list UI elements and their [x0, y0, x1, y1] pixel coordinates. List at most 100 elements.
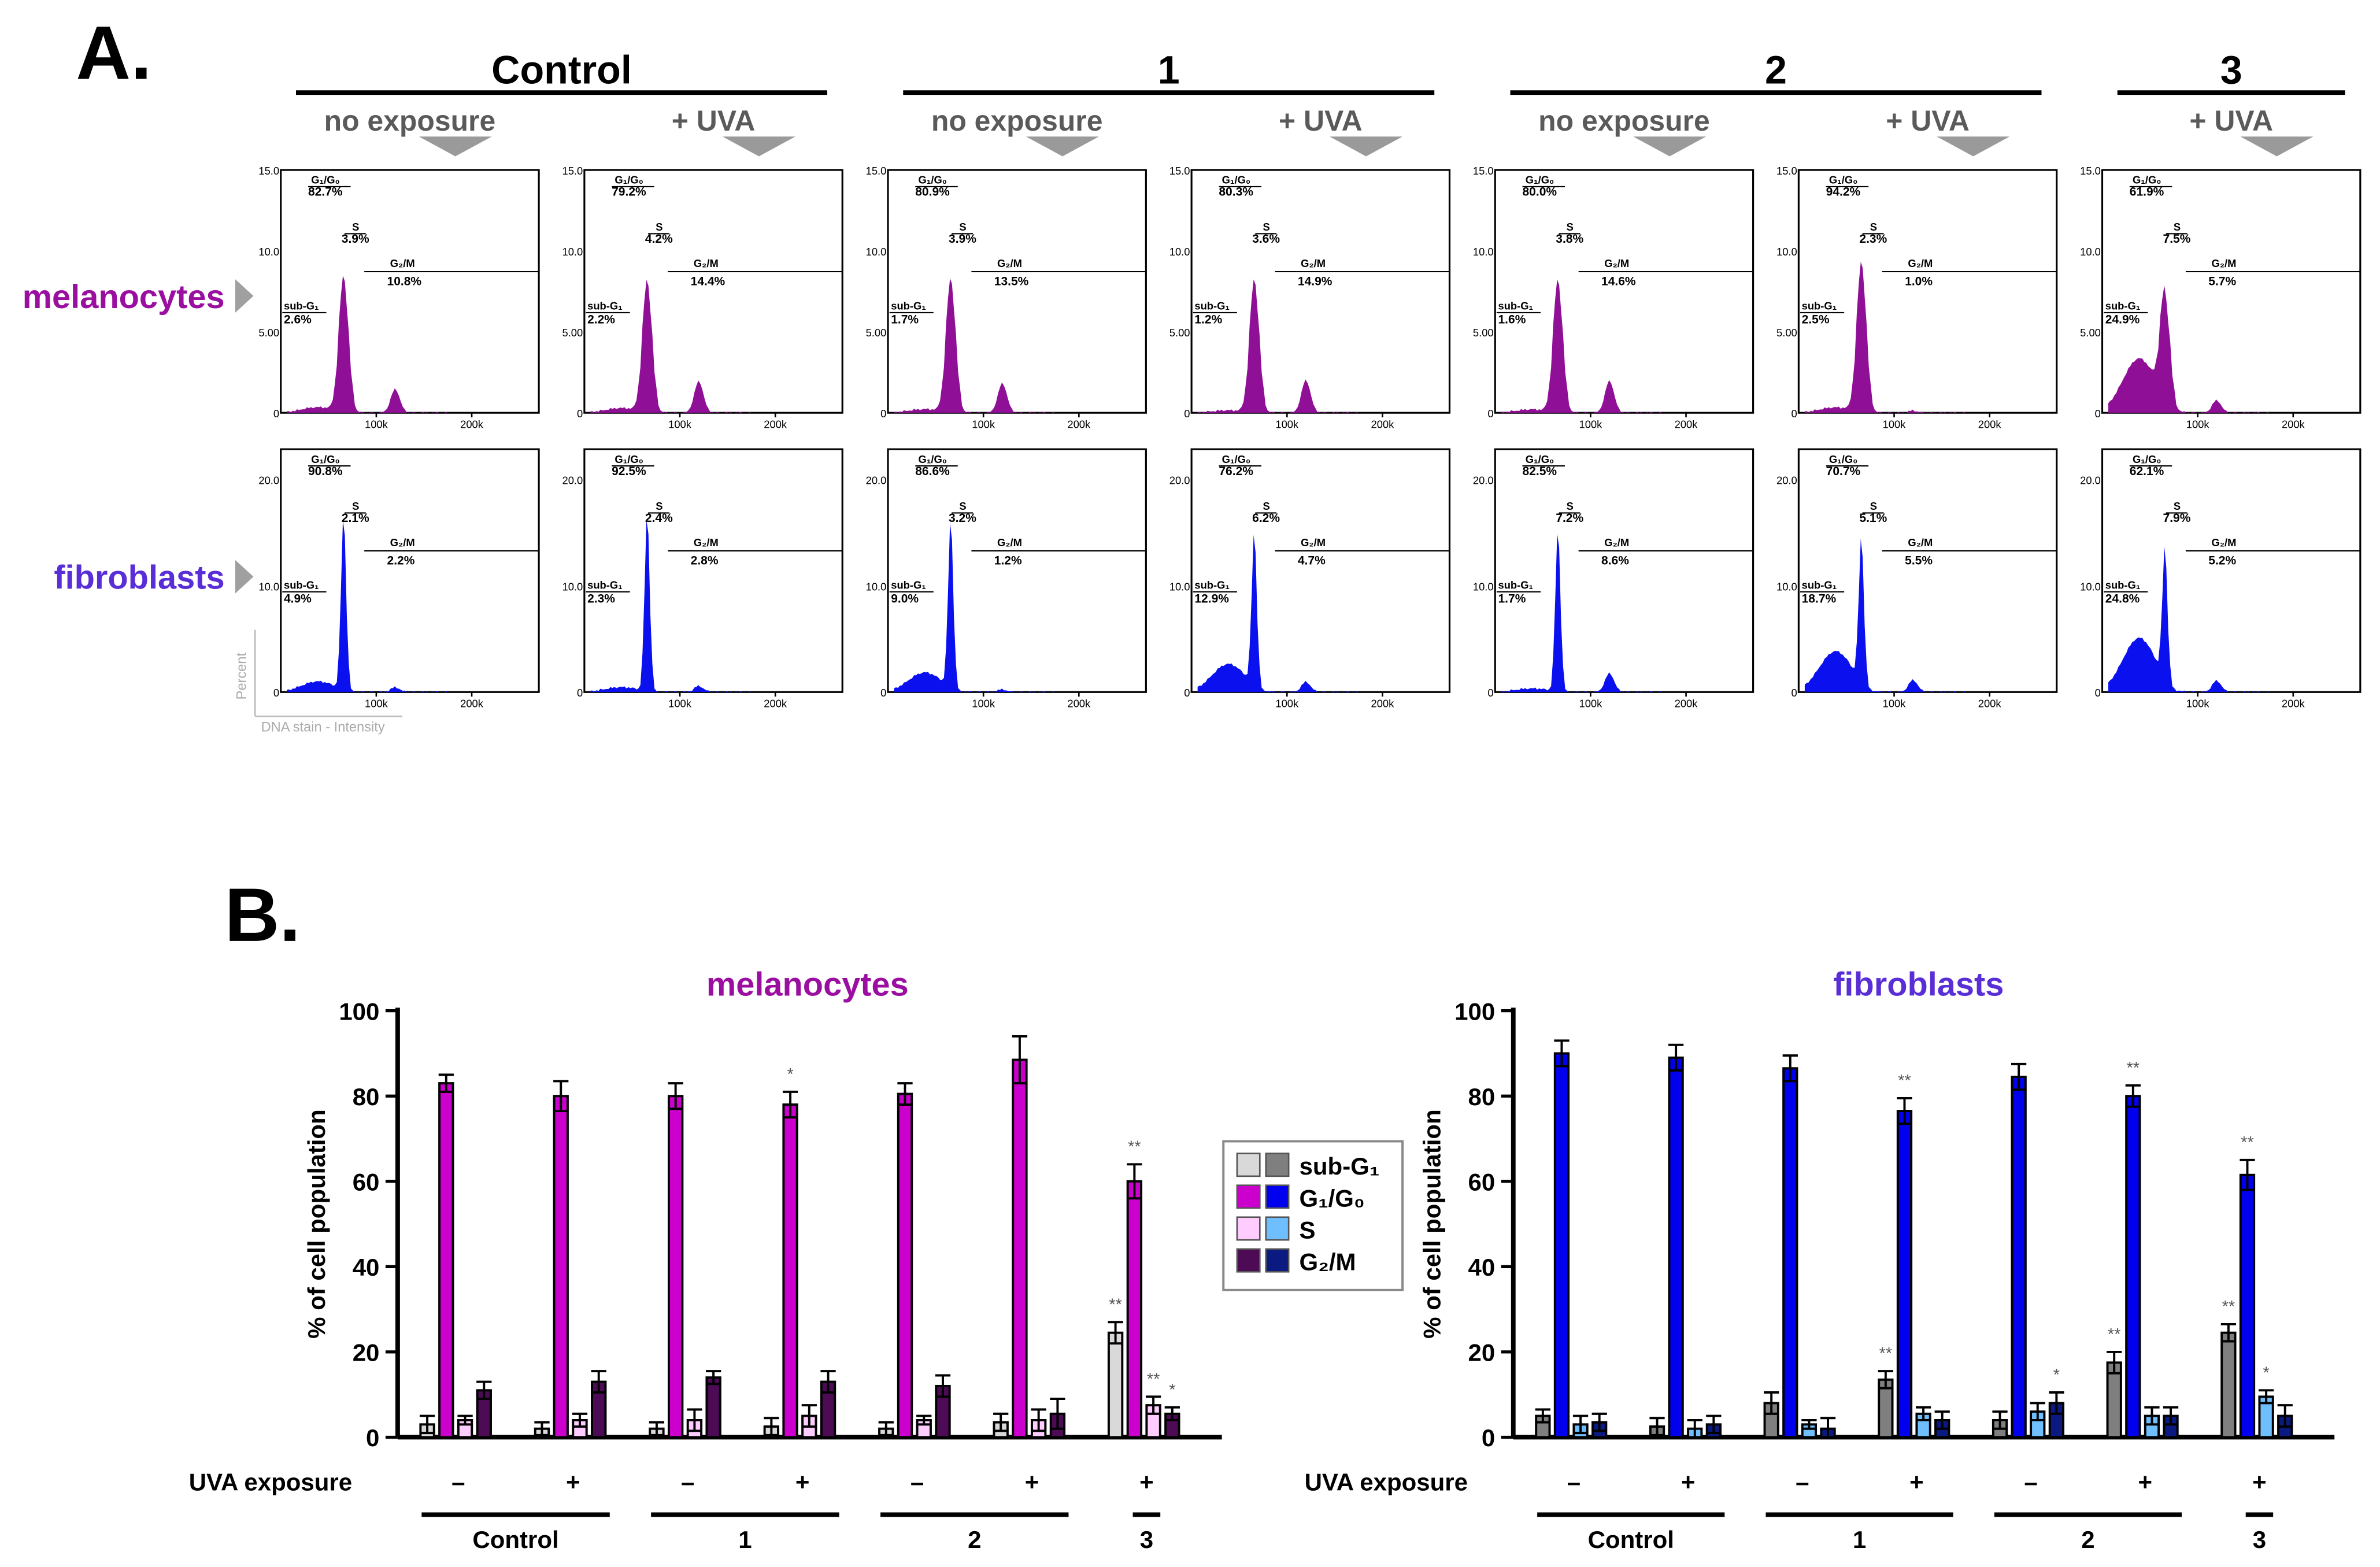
gate-value: 1.7% — [1498, 592, 1526, 605]
bar — [1668, 1056, 1684, 1439]
x-tick-label: 100k — [668, 418, 692, 430]
y-axis-label: % of cell population — [303, 1109, 330, 1339]
bar — [1553, 1052, 1570, 1439]
y-axis-label: % of cell population — [1419, 1109, 1446, 1339]
gate-value: 24.9% — [2105, 313, 2140, 326]
y-tick-label: 5.00 — [2080, 327, 2101, 339]
gate-value: 2.6% — [284, 313, 312, 326]
arrow-down-icon — [419, 136, 492, 157]
gate-value: 3.6% — [1252, 232, 1280, 246]
x-tick-label: 200k — [764, 418, 787, 430]
gate-name: G₂/M — [1908, 257, 1933, 269]
y-tick-label: 20 — [1468, 1339, 1496, 1366]
x-tick-label: 200k — [1371, 418, 1395, 430]
x-tick-label: 200k — [1371, 698, 1395, 710]
gate-value: 82.7% — [308, 186, 343, 199]
y-tick-label: 10.0 — [1473, 580, 1494, 592]
arrow-down-icon — [1026, 136, 1099, 157]
gate-name: S — [1263, 500, 1270, 512]
y-tick-label: 100 — [339, 998, 379, 1025]
uva-sign: + — [566, 1468, 580, 1495]
legend-swatch — [1265, 1184, 1290, 1209]
significance-label: ** — [1898, 1072, 1911, 1090]
legend: sub-G₁ G₁/G₀ S G₂/M — [1222, 1140, 1404, 1291]
gate-name: G₂/M — [1301, 536, 1326, 549]
gate-value: 2.3% — [587, 592, 615, 605]
y-tick-label: 40 — [1468, 1254, 1496, 1281]
significance-label: * — [1169, 1381, 1175, 1399]
y-tick-label: 0 — [1482, 1424, 1495, 1451]
histogram-frame — [583, 448, 843, 693]
y-tick-label: 20.0 — [1776, 475, 1797, 487]
gate-name: S — [1263, 221, 1270, 233]
x-tick-label: 100k — [365, 698, 388, 710]
y-tick-label: 15.0 — [866, 165, 887, 177]
bar — [2011, 1076, 2027, 1439]
gate-name: sub-G₁ — [891, 579, 926, 591]
y-tick-label: 10.0 — [2080, 580, 2101, 592]
arrow-down-icon — [2240, 136, 2314, 157]
significance-label: ** — [2108, 1325, 2120, 1344]
gate-name: sub-G₁ — [1802, 579, 1837, 591]
y-axis-hint: Percent — [234, 653, 249, 700]
uva-sign: – — [681, 1468, 694, 1495]
panel-b-label: B. — [225, 872, 301, 957]
legend-label: G₁/G₀ — [1300, 1184, 1365, 1212]
gate-name: sub-G₁ — [2105, 300, 2141, 312]
group-title: Control — [491, 48, 632, 92]
y-tick-label: 5.00 — [1776, 327, 1797, 339]
x-tick-label: 100k — [1579, 418, 1602, 430]
gate-value: 7.5% — [2163, 232, 2191, 246]
uva-sign: – — [2024, 1468, 2037, 1495]
histogram-frame — [887, 169, 1147, 414]
gate-value: 80.9% — [915, 186, 950, 199]
y-tick-label: 15.0 — [1169, 165, 1190, 177]
y-tick-label: 100 — [1454, 998, 1495, 1025]
y-tick-label: 20.0 — [562, 475, 583, 487]
legend-label: S — [1300, 1217, 1316, 1244]
y-tick-label: 5.00 — [258, 327, 279, 339]
gate-value: 94.2% — [1826, 186, 1861, 199]
x-tick-label: 200k — [1675, 418, 1698, 430]
gate-value: 4.2% — [645, 232, 673, 246]
arrow-down-icon — [1633, 136, 1707, 157]
gate-name: G₂/M — [390, 257, 415, 269]
significance-label: ** — [2222, 1298, 2235, 1316]
significance-label: ** — [2127, 1059, 2140, 1077]
gate-value: 12.9% — [1194, 592, 1229, 605]
gate-name: G₂/M — [694, 257, 719, 269]
gate-value: 2.5% — [1802, 313, 1830, 326]
gate-name: G₂/M — [1604, 536, 1629, 549]
gate-name: G₁/G₀ — [615, 453, 643, 465]
gate-value: 14.4% — [691, 275, 726, 288]
gate-name: sub-G₁ — [587, 579, 623, 591]
y-tick-label: 0 — [1184, 408, 1190, 420]
condition-label: no exposure — [931, 105, 1103, 137]
gate-value: 82.5% — [1523, 465, 1557, 478]
y-tick-label: 15.0 — [1473, 165, 1494, 177]
y-tick-label: 5.00 — [562, 327, 583, 339]
gate-value: 70.7% — [1826, 465, 1861, 478]
histogram-area — [1197, 535, 1358, 692]
gate-name: G₁/G₀ — [311, 174, 340, 186]
gate-value: 3.2% — [949, 512, 976, 525]
condition-label: + UVA — [1886, 105, 1970, 137]
group-title: 1 — [1158, 48, 1180, 92]
x-axis-hint: DNA stain - Intensity — [261, 720, 385, 735]
gate-name: S — [1870, 500, 1877, 512]
y-tick-label: 0 — [2095, 687, 2101, 699]
x-tick-label: 200k — [2282, 698, 2305, 710]
significance-label: ** — [1879, 1344, 1892, 1363]
y-tick-label: 0 — [577, 687, 583, 699]
gate-name: G₁/G₀ — [311, 453, 340, 465]
condition-label: no exposure — [1538, 105, 1710, 137]
uva-label: UVA exposure — [1305, 1468, 1468, 1495]
histogram-frame — [1494, 169, 1755, 414]
gate-value: 6.2% — [1252, 512, 1280, 525]
group-label: 3 — [1140, 1526, 1153, 1553]
y-tick-label: 0 — [1184, 687, 1190, 699]
gate-value: 14.9% — [1298, 275, 1332, 288]
